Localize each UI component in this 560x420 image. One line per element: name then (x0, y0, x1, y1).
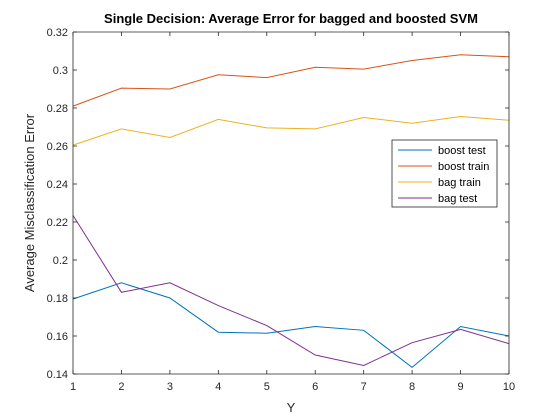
series-layer (72, 54, 510, 369)
legend: boost test boost train bag train bag test (391, 139, 498, 208)
x-tick-label: 9 (457, 381, 463, 393)
y-axis-label: Average Misclassification Error (22, 113, 37, 292)
y-tick-label: 0.14 (47, 369, 68, 381)
legend-box (391, 139, 498, 208)
series-line-boost-train (72, 54, 510, 107)
legend-label: bag test (438, 193, 477, 205)
x-tick-label: 1 (70, 381, 76, 393)
axes-layer (72, 31, 510, 375)
series-line-boost-test (72, 282, 510, 369)
x-tick-label: 10 (503, 381, 515, 393)
y-tick-label: 0.26 (47, 141, 68, 153)
x-tick-label: 7 (361, 381, 367, 393)
legend-label: boost train (438, 161, 489, 173)
y-tick-label: 0.2 (53, 255, 68, 267)
chart-title: Single Decision: Average Error for bagge… (104, 11, 478, 26)
x-tick-label: 2 (118, 381, 124, 393)
y-tick-label: 0.18 (47, 293, 68, 305)
legend-label: bag train (438, 177, 481, 189)
x-axis-label: Y (287, 400, 296, 415)
y-tick-label: 0.24 (47, 179, 68, 191)
x-tick-label: 6 (312, 381, 318, 393)
y-tick-label: 0.32 (47, 27, 68, 39)
x-tick-label: 3 (167, 381, 173, 393)
y-tick-label: 0.16 (47, 331, 68, 343)
y-tick-label: 0.28 (47, 103, 68, 115)
series-line-bag-train (72, 115, 510, 146)
legend-label: boost test (438, 145, 486, 157)
y-tick-label: 0.22 (47, 217, 68, 229)
x-tick-label: 8 (409, 381, 415, 393)
x-tick-label: 5 (264, 381, 270, 393)
x-tick-label: 4 (215, 381, 221, 393)
y-tick-label: 0.3 (53, 65, 68, 77)
series-line-bag-test (72, 215, 510, 367)
ticks-layer: 1 2 3 4 5 6 7 8 9 10 0.14 0.16 0.18 0.2 0.22 0.24 0.26 0.… (47, 27, 516, 393)
